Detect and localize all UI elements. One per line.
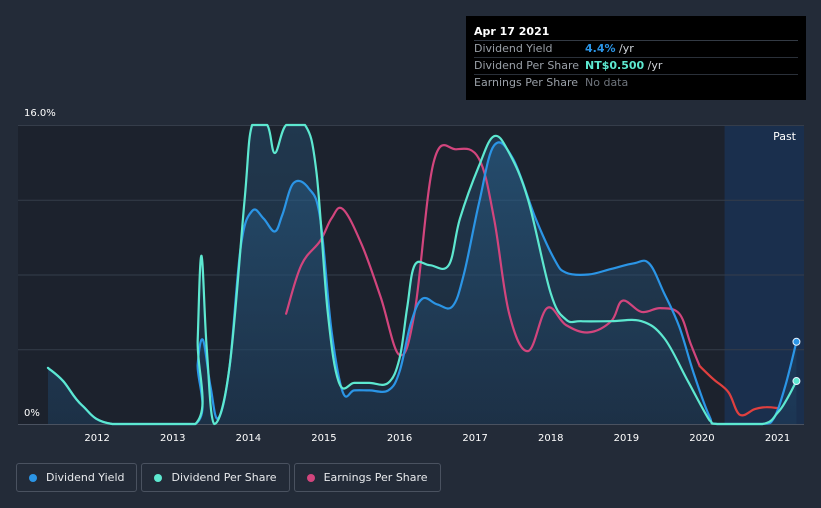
- x-tick-label-2017: 2017: [462, 433, 487, 444]
- legend-label: Earnings Per Share: [323, 471, 428, 484]
- dividend-per-share-end-marker: [792, 377, 801, 386]
- x-tick-label-2020: 2020: [689, 433, 714, 444]
- dividend-yield-line: [46, 141, 798, 426]
- x-tick-label-2014: 2014: [236, 433, 261, 444]
- x-tick-label-2019: 2019: [614, 433, 639, 444]
- past-label: Past: [773, 130, 797, 143]
- tooltip-unit: /yr: [644, 59, 663, 72]
- legend-label: Dividend Yield: [46, 471, 125, 484]
- legend-item-earnings-per-share[interactable]: Earnings Per Share: [293, 463, 441, 492]
- chart-legend: Dividend Yield Dividend Per Share Earnin…: [16, 463, 445, 492]
- tooltip-value: No data: [585, 76, 629, 89]
- x-tick-label-2015: 2015: [311, 433, 336, 444]
- legend-dot-icon: [306, 473, 315, 482]
- dividend-yield-end-marker: [792, 337, 801, 346]
- x-tick-label-2016: 2016: [387, 433, 412, 444]
- tooltip-label: Earnings Per Share: [474, 76, 579, 89]
- legend-item-dividend-yield[interactable]: Dividend Yield: [16, 463, 138, 492]
- tooltip-value: 4.4%: [585, 42, 616, 55]
- legend-item-dividend-per-share[interactable]: Dividend Per Share: [141, 463, 290, 492]
- earnings-per-share-line: [285, 144, 701, 368]
- tooltip-row-dividend-per-share: Dividend Per Share NT$0.500 /yr: [474, 58, 798, 75]
- y-tick-label-bottom: 0%: [24, 408, 40, 419]
- x-tick-label-2013: 2013: [160, 433, 185, 444]
- tooltip-date: Apr 17 2021: [474, 23, 798, 41]
- tooltip-row-earnings-per-share: Earnings Per Share No data: [474, 75, 798, 91]
- dividend-per-share-line: [46, 123, 798, 426]
- x-tick-label-2012: 2012: [84, 433, 109, 444]
- legend-dot-icon: [154, 473, 163, 482]
- dividend-per-share-area: [48, 125, 797, 424]
- legend-dot-icon: [29, 473, 37, 482]
- legend-label: Dividend Per Share: [171, 471, 277, 484]
- tooltip-label: Dividend Yield: [474, 42, 553, 55]
- x-tick-label-2021: 2021: [765, 433, 790, 444]
- y-tick-label-top: 16.0%: [24, 108, 56, 119]
- earnings-per-share-negative-line: [698, 365, 779, 417]
- tooltip-row-dividend-yield: Dividend Yield 4.4% /yr: [474, 41, 798, 58]
- chart-tooltip: Apr 17 2021 Dividend Yield 4.4% /yr Divid…: [466, 16, 806, 100]
- tooltip-label: Dividend Per Share: [474, 59, 580, 72]
- tooltip-value: NT$0.500: [585, 59, 645, 72]
- tooltip-unit: /yr: [615, 42, 634, 55]
- x-tick-label-2018: 2018: [538, 433, 563, 444]
